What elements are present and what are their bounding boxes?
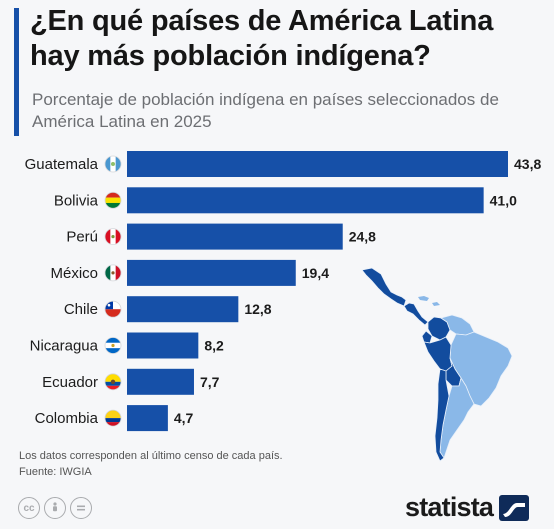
value-label: 19,4 bbox=[302, 265, 329, 281]
ecuador-flag-icon bbox=[104, 373, 122, 391]
source-note: Fuente: IWGIA bbox=[19, 466, 92, 478]
chart-title: ¿En qué países de América Latina hay más… bbox=[30, 5, 494, 72]
nicaragua-flag-icon bbox=[104, 337, 122, 354]
value-label: 24,8 bbox=[349, 229, 376, 245]
value-label: 41,0 bbox=[490, 192, 517, 208]
category-label: Ecuador bbox=[42, 374, 98, 391]
bar bbox=[127, 332, 199, 359]
mexico-flag-icon bbox=[104, 264, 122, 282]
bar bbox=[127, 223, 343, 250]
latin-america-map-icon bbox=[361, 267, 513, 462]
category-label: Colombia bbox=[35, 410, 99, 427]
title-accent-bar bbox=[14, 8, 19, 136]
bar bbox=[127, 405, 168, 432]
bolivia-flag-icon bbox=[104, 191, 122, 209]
attribution-icon[interactable] bbox=[44, 497, 66, 519]
colombia-flag-icon bbox=[104, 409, 122, 427]
statista-logo[interactable]: statista bbox=[405, 492, 530, 523]
value-label: 4,7 bbox=[174, 410, 194, 426]
statista-mark-icon bbox=[499, 494, 530, 521]
chile-flag-icon bbox=[104, 300, 122, 318]
value-label: 8,2 bbox=[204, 338, 224, 354]
category-label: Chile bbox=[64, 301, 98, 318]
bar bbox=[127, 259, 296, 286]
bar bbox=[127, 151, 508, 177]
category-label: Guatemala bbox=[25, 156, 99, 173]
license-icons: cc bbox=[18, 497, 92, 519]
peru-flag-icon bbox=[104, 228, 122, 246]
bar bbox=[127, 296, 239, 323]
category-label: Nicaragua bbox=[30, 338, 99, 355]
guatemala-flag-icon bbox=[104, 155, 122, 173]
cc-icon[interactable]: cc bbox=[18, 497, 40, 519]
footnote: Los datos corresponden al último censo d… bbox=[19, 450, 283, 462]
bar bbox=[127, 368, 194, 395]
value-label: 12,8 bbox=[244, 301, 271, 317]
category-label: Bolivia bbox=[54, 192, 99, 209]
value-label: 43,8 bbox=[514, 156, 541, 172]
value-label: 7,7 bbox=[200, 374, 220, 390]
bar bbox=[127, 187, 484, 214]
no-derivatives-icon[interactable] bbox=[70, 497, 92, 519]
brand-name: statista bbox=[405, 492, 494, 522]
category-label: México bbox=[50, 265, 98, 282]
category-label: Perú bbox=[66, 229, 98, 246]
chart-subtitle: Porcentaje de población indígena en país… bbox=[32, 90, 499, 131]
